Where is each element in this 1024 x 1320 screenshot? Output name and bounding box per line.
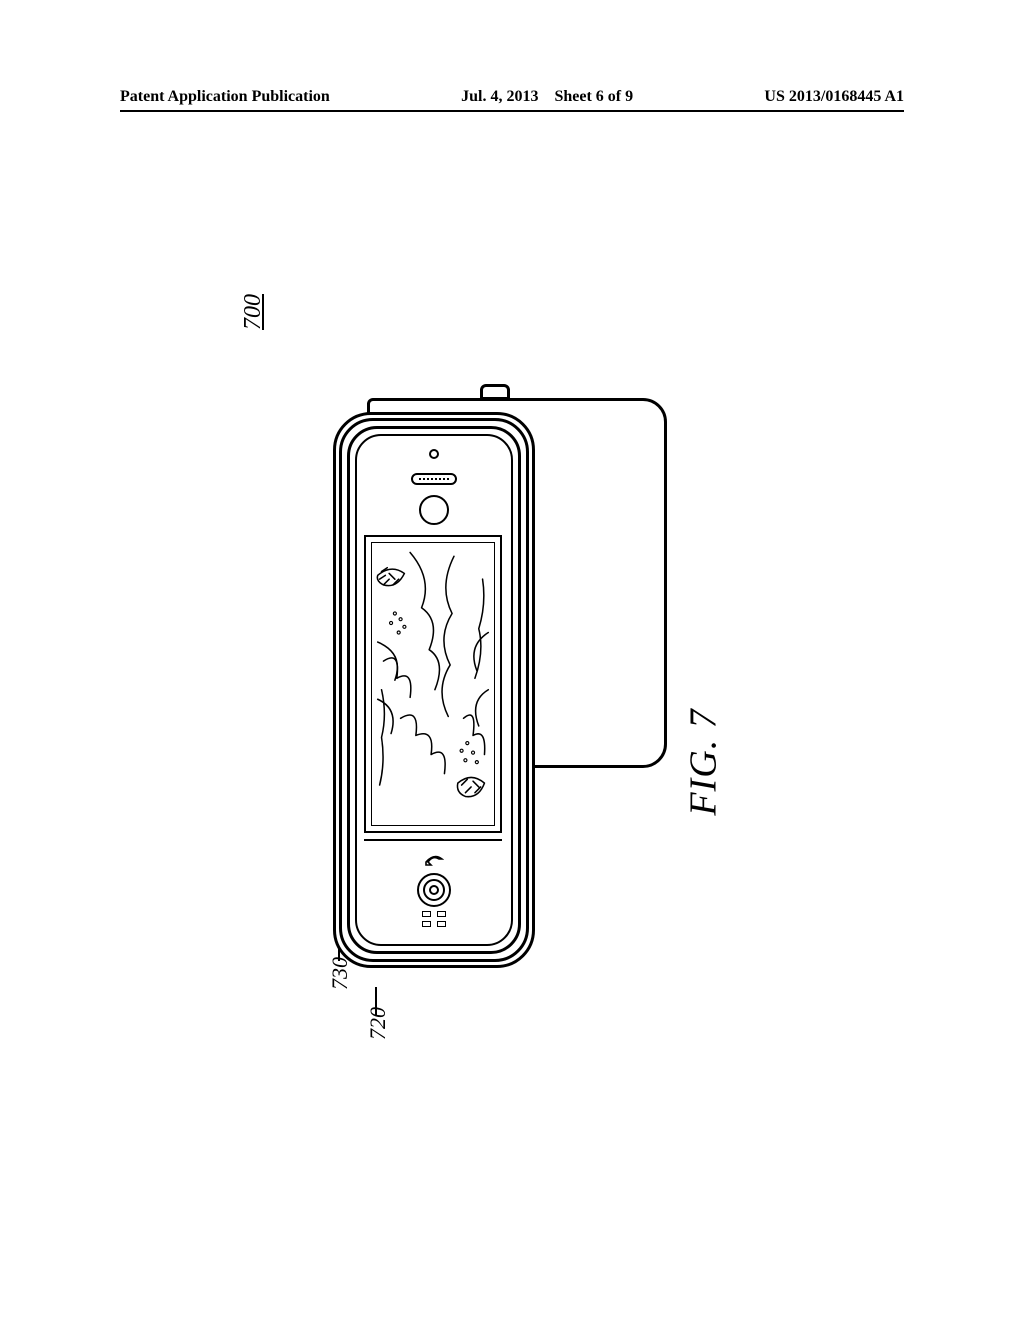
phone-body-710 bbox=[347, 426, 521, 954]
reference-numeral-720: 720 bbox=[365, 1007, 391, 1040]
reference-numeral-700: 700 bbox=[240, 294, 267, 330]
header-publication: Patent Application Publication bbox=[120, 88, 330, 106]
nav-divider bbox=[364, 839, 502, 841]
bottom-button-cluster bbox=[350, 447, 518, 525]
led-icon bbox=[429, 449, 439, 459]
device-assembly bbox=[325, 390, 665, 990]
display-screen bbox=[364, 535, 502, 833]
header-sheet: Sheet 6 of 9 bbox=[554, 88, 633, 105]
speaker-grille-icon bbox=[411, 473, 457, 485]
leader-line-720 bbox=[375, 987, 377, 1015]
home-button-icon bbox=[419, 495, 449, 525]
header-date-sheet: Jul. 4, 2013 Sheet 6 of 9 bbox=[461, 88, 633, 106]
header-date: Jul. 4, 2013 bbox=[461, 88, 538, 105]
figure-caption: FIG. 7 bbox=[682, 708, 726, 815]
page-header: Patent Application Publication Jul. 4, 2… bbox=[120, 80, 904, 112]
screen-content-photo bbox=[371, 542, 495, 826]
figure-7: 700 710 720 730 FIG. 7 bbox=[205, 260, 815, 1080]
header-pubno: US 2013/0168445 A1 bbox=[764, 88, 904, 106]
apps-grid-icon bbox=[422, 911, 446, 927]
nav-button-row bbox=[350, 853, 518, 923]
nav-home-ring-icon bbox=[417, 873, 451, 907]
back-arrow-icon bbox=[424, 855, 444, 869]
patent-page: Patent Application Publication Jul. 4, 2… bbox=[0, 0, 1024, 1320]
